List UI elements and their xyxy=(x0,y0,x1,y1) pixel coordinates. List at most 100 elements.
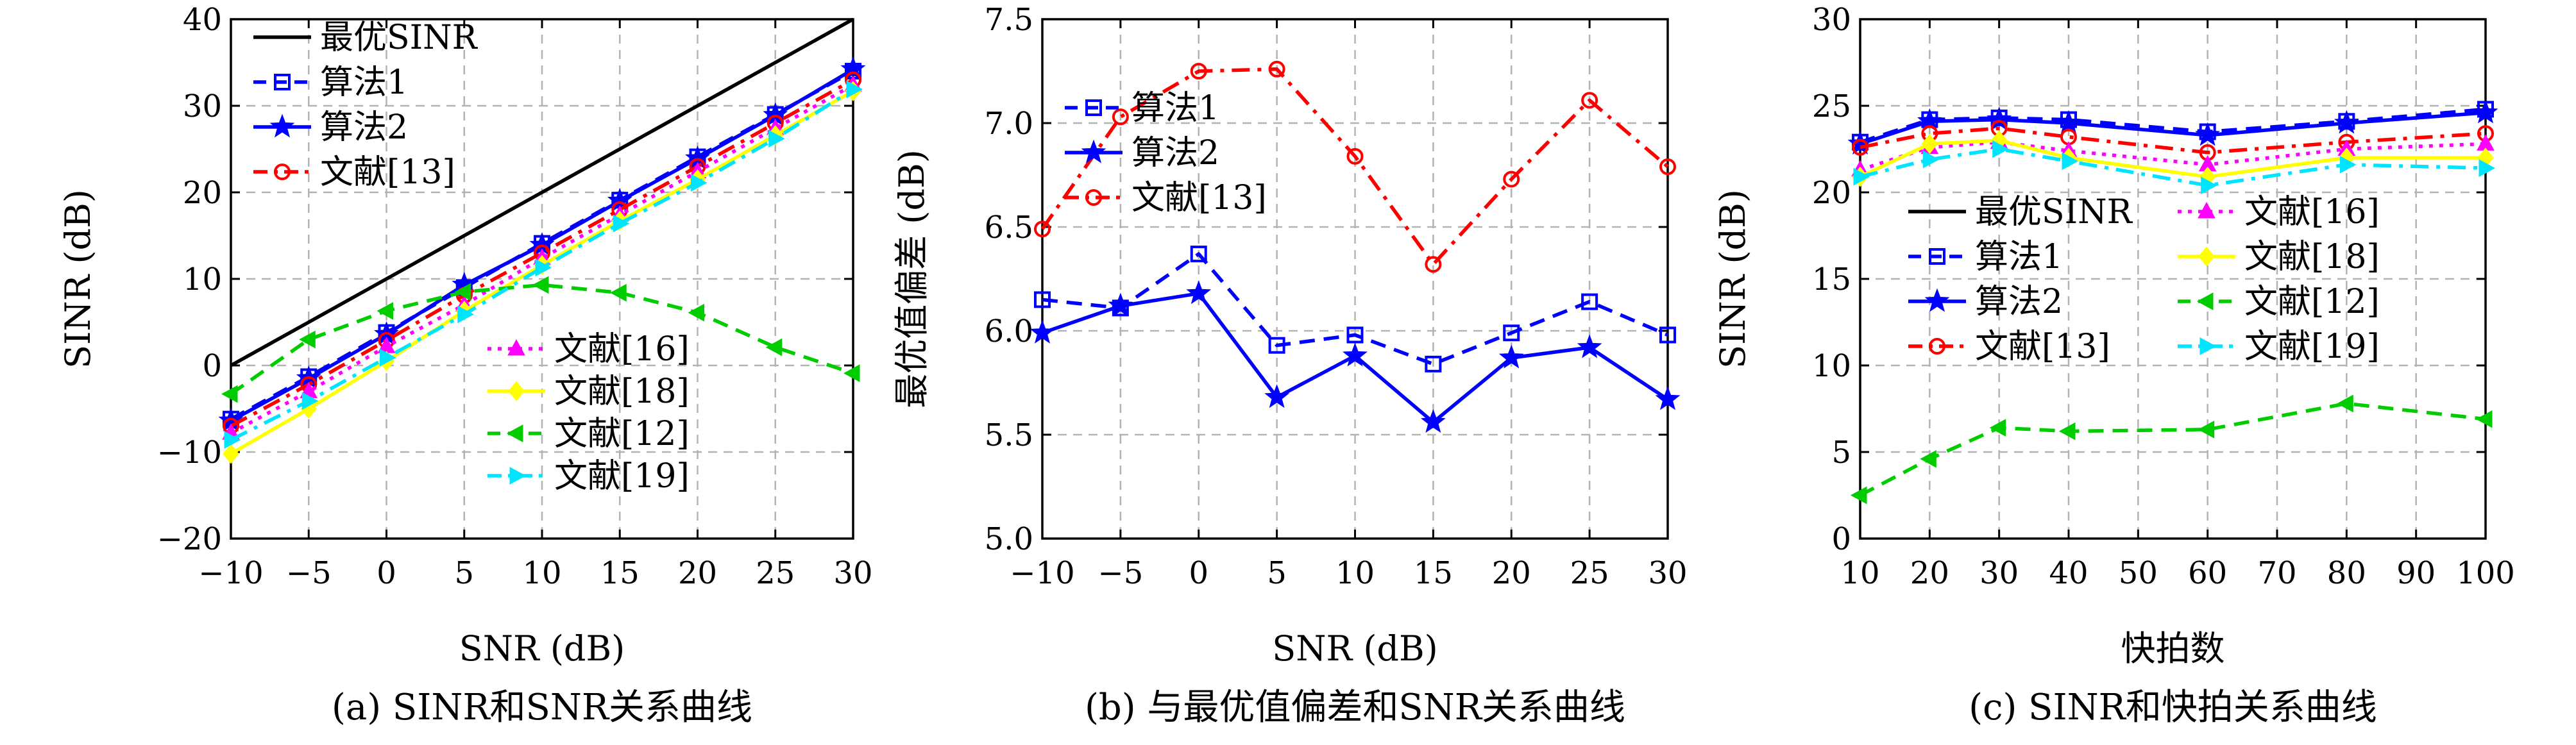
data-point xyxy=(843,364,860,382)
x-tick-label: 0 xyxy=(1189,555,1208,591)
legend-marker xyxy=(507,339,525,356)
data-point xyxy=(1992,140,2009,158)
data-point xyxy=(1853,167,1870,186)
x-tick-label: 100 xyxy=(2456,555,2515,591)
series-6 xyxy=(221,276,860,403)
legend-item: 算法2 xyxy=(1908,283,2063,321)
y-tick-label: 7.0 xyxy=(985,106,1033,142)
data-point xyxy=(2334,110,2359,134)
panel-caption: (a) SINR和SNR关系曲线 xyxy=(332,687,752,728)
data-point xyxy=(535,258,552,277)
data-point xyxy=(1581,92,1598,109)
legend-label: 算法2 xyxy=(1975,283,2063,321)
data-point xyxy=(457,305,474,324)
series-line xyxy=(230,78,854,428)
data-point xyxy=(1268,60,1285,78)
legend: 算法1 算法2 文献[13] xyxy=(1065,89,1267,217)
data-point xyxy=(1503,324,1520,342)
data-point xyxy=(1112,108,1129,126)
x-tick-label: 30 xyxy=(833,555,872,591)
data-point xyxy=(1034,291,1051,308)
data-point xyxy=(1659,158,1676,176)
data-point xyxy=(377,302,393,320)
y-tick-label: 6.5 xyxy=(985,210,1033,246)
data-point xyxy=(1343,342,1368,367)
legend-marker xyxy=(2199,337,2217,355)
data-point xyxy=(221,385,238,403)
y-tick-label: 7.5 xyxy=(985,2,1033,38)
x-tick-label: 60 xyxy=(2188,555,2227,591)
data-point xyxy=(2473,99,2498,124)
legend-label: 文献[19] xyxy=(554,457,690,496)
y-tick-label: 5 xyxy=(1831,435,1851,471)
x-tick-label: 20 xyxy=(678,555,717,591)
series-7 xyxy=(224,80,863,449)
y-axis-label: SINR (dB) xyxy=(1713,189,1753,369)
x-tick-label: 10 xyxy=(1335,555,1375,591)
legend-label: 算法2 xyxy=(1131,134,1219,172)
data-point xyxy=(1581,293,1598,310)
data-point xyxy=(1659,326,1676,344)
x-tick-label: 40 xyxy=(2049,555,2088,591)
x-tick-label: −5 xyxy=(286,555,332,591)
x-tick-label: 5 xyxy=(454,555,474,591)
data-point xyxy=(2337,394,2353,413)
legend-marker xyxy=(509,467,527,485)
y-tick-label: 0 xyxy=(202,348,222,384)
y-tick-label: 10 xyxy=(1812,348,1851,384)
series-line xyxy=(1860,107,2486,144)
data-point xyxy=(301,392,319,410)
data-point xyxy=(846,80,863,99)
series-line xyxy=(230,283,854,396)
data-point xyxy=(691,174,708,192)
x-axis-label: SNR (dB) xyxy=(1272,628,1437,669)
panel-c: 10 20 30 40 50 60 70 80 90 100 0 5 10 15 20 25 30 快拍数 SINR… xyxy=(1713,2,2515,728)
legend-label: 算法2 xyxy=(320,108,408,147)
data-point xyxy=(1498,344,1524,369)
data-point xyxy=(2201,176,2217,195)
legend-item: 文献[19] xyxy=(487,457,690,496)
x-tick-label: 25 xyxy=(756,555,795,591)
data-point xyxy=(1425,355,1442,372)
y-tick-label: 0 xyxy=(1831,521,1851,557)
legend-label: 算法1 xyxy=(320,63,408,102)
data-point xyxy=(2195,122,2221,146)
data-point xyxy=(1346,326,1364,344)
legend-marker xyxy=(2196,292,2214,310)
y-axis-label: SINR (dB) xyxy=(58,189,98,369)
data-point xyxy=(1577,334,1602,358)
data-point xyxy=(1852,138,1868,156)
data-point xyxy=(1847,130,1873,155)
x-tick-label: 15 xyxy=(1414,555,1453,591)
data-point xyxy=(1920,449,1936,468)
series-5 xyxy=(1852,130,2494,187)
y-tick-label: −20 xyxy=(157,521,222,557)
data-point xyxy=(1850,486,1867,505)
legend-label: 文献[18] xyxy=(2244,238,2380,276)
y-tick-label: 20 xyxy=(183,175,222,211)
y-tick-label: −10 xyxy=(157,435,222,471)
x-tick-label: 90 xyxy=(2396,555,2436,591)
legend-marker xyxy=(1929,248,1945,265)
y-axis-label: 最优值偏差 (dB) xyxy=(892,149,932,408)
legend-label: 最优SINR xyxy=(320,19,479,57)
x-axis-label: 快拍数 xyxy=(2121,628,2225,669)
legend-item: 文献[18] xyxy=(2178,238,2380,276)
legend-item: 文献[13] xyxy=(1065,179,1267,217)
series-2 xyxy=(1847,99,2498,155)
legend-marker xyxy=(1924,288,1950,312)
x-tick-label: −10 xyxy=(198,555,263,591)
series-0 xyxy=(230,17,854,367)
x-tick-label: 10 xyxy=(522,555,561,591)
legend-item: 文献[19] xyxy=(2178,328,2380,366)
data-point xyxy=(613,214,630,233)
legend-item: 算法1 xyxy=(1065,89,1219,128)
legend-label: 文献[12] xyxy=(554,415,690,453)
x-tick-label: 20 xyxy=(1910,555,1949,591)
data-point xyxy=(1921,133,1938,155)
series-line xyxy=(1859,138,2486,179)
y-tick-label: 6.0 xyxy=(985,314,1033,349)
legend-item: 文献[12] xyxy=(2178,283,2380,321)
